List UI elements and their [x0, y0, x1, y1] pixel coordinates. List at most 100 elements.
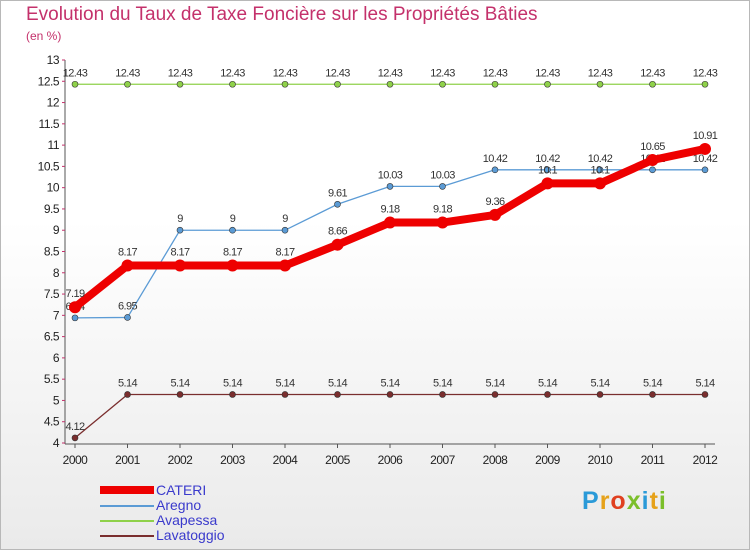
data-point-aregno [334, 200, 341, 208]
legend-swatch [100, 505, 154, 507]
y-tick-label: 10 [47, 181, 60, 195]
data-label-lavatoggio: 4.12 [65, 421, 84, 433]
logo-letter: x [626, 487, 642, 515]
data-point-aregno [649, 166, 656, 174]
data-point-lavatoggio [701, 391, 709, 398]
data-point-lavatoggio [491, 391, 499, 398]
data-label-aregno: 6.95 [118, 300, 137, 312]
data-point-aregno [491, 166, 499, 174]
logo-letter: i [641, 487, 650, 515]
data-point-aregno [439, 183, 446, 190]
data-point-cateri [174, 259, 186, 272]
data-label-cateri: 8.17 [223, 247, 242, 259]
data-label-aregno: 10.42 [693, 153, 718, 165]
legend-label: Lavatoggio [156, 527, 225, 543]
data-label-avapessa: 12.43 [168, 67, 193, 79]
y-tick-label: 9.5 [44, 202, 60, 216]
y-tick-label: 7.5 [44, 287, 60, 301]
data-label-avapessa: 12.43 [535, 67, 560, 79]
y-tick-label: 9 [53, 223, 60, 237]
data-point-cateri [594, 177, 606, 190]
data-point-cateri [646, 154, 659, 167]
data-point-avapessa [596, 80, 604, 88]
data-point-lavatoggio [544, 391, 551, 398]
data-label-aregno: 9 [230, 213, 236, 225]
y-tick-label: 8 [53, 266, 60, 280]
data-point-cateri [541, 177, 554, 190]
legend-label: CATERI [156, 482, 207, 498]
data-point-avapessa [124, 80, 131, 88]
data-label-lavatoggio: 5.14 [538, 377, 557, 389]
data-label-avapessa: 12.43 [220, 67, 245, 79]
y-tick-label: 11 [48, 138, 60, 152]
data-label-aregno: 9 [177, 213, 183, 225]
data-point-cateri [279, 259, 291, 272]
legend-swatch [100, 486, 154, 494]
data-label-cateri: 9.18 [380, 204, 399, 216]
data-label-cateri: 8.17 [118, 247, 137, 259]
data-label-avapessa: 12.43 [273, 67, 298, 79]
data-label-lavatoggio: 5.14 [380, 377, 399, 389]
data-label-aregno: 9.61 [328, 187, 347, 199]
series-line-lavatoggio [74, 393, 706, 439]
x-tick-label: 2009 [535, 453, 561, 467]
y-tick-label: 4.5 [44, 415, 60, 429]
data-label-cateri: 10.1 [590, 164, 609, 176]
data-point-avapessa [71, 80, 79, 88]
y-tick-label: 6.5 [44, 330, 60, 344]
data-label-cateri: 9.36 [485, 196, 504, 208]
data-point-lavatoggio [124, 391, 131, 398]
legend-item-cateri: CATERI [100, 483, 300, 498]
data-point-avapessa [334, 80, 341, 88]
chart-title: Evolution du Taux de Taxe Foncière sur l… [26, 4, 538, 25]
data-point-lavatoggio [439, 391, 446, 398]
x-tick-label: 2006 [378, 453, 404, 467]
x-tick-label: 2008 [483, 453, 509, 467]
x-tick-label: 2012 [693, 453, 719, 467]
legend: CATERI Aregno Avapessa Lavatoggio [100, 483, 300, 543]
data-label-lavatoggio: 5.14 [590, 377, 609, 389]
data-point-lavatoggio [596, 391, 604, 398]
x-tick-label: 2011 [641, 453, 666, 467]
data-point-lavatoggio [229, 391, 236, 398]
y-tick-label: 11.5 [39, 117, 60, 131]
data-label-lavatoggio: 5.14 [695, 377, 714, 389]
logo-letter: P [582, 487, 600, 515]
data-point-aregno [281, 226, 289, 234]
data-point-avapessa [386, 80, 394, 88]
legend-swatch [100, 535, 154, 537]
data-point-cateri [331, 238, 344, 251]
data-point-avapessa [281, 80, 289, 88]
data-label-cateri: 7.19 [65, 288, 84, 300]
data-point-avapessa [229, 80, 236, 88]
data-label-lavatoggio: 5.14 [485, 377, 504, 389]
data-point-lavatoggio [334, 391, 341, 398]
data-point-aregno [176, 226, 184, 234]
data-label-avapessa: 12.43 [693, 67, 718, 79]
logo-letter: r [599, 487, 611, 515]
data-label-avapessa: 12.43 [115, 67, 140, 79]
x-tick-label: 2002 [168, 453, 194, 467]
data-label-avapessa: 12.43 [430, 67, 455, 79]
data-point-cateri [121, 259, 134, 272]
data-label-aregno: 10.03 [378, 169, 403, 181]
data-label-aregno: 9 [282, 213, 288, 225]
data-point-aregno [229, 226, 236, 234]
data-point-cateri [436, 216, 449, 229]
data-label-avapessa: 12.43 [63, 67, 88, 79]
data-label-avapessa: 12.43 [378, 67, 403, 79]
data-label-avapessa: 12.43 [483, 67, 508, 79]
data-point-cateri [69, 301, 81, 314]
data-label-avapessa: 12.43 [640, 67, 665, 79]
y-tick-label: 5 [53, 393, 60, 407]
legend-label: Avapessa [156, 512, 218, 528]
data-label-cateri: 8.66 [328, 226, 347, 238]
legend-item-aregno: Aregno [100, 498, 300, 513]
data-label-lavatoggio: 5.14 [275, 377, 294, 389]
data-label-cateri: 10.91 [693, 130, 718, 142]
y-tick-label: 7 [53, 308, 60, 322]
data-label-lavatoggio: 5.14 [223, 377, 242, 389]
data-point-lavatoggio [71, 434, 79, 442]
